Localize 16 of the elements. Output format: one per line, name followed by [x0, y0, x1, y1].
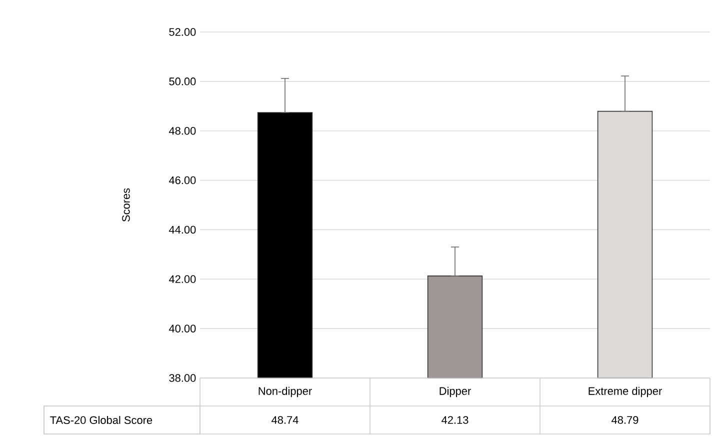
data-label: 42.13	[442, 416, 468, 424]
y-axis-title: Scores	[122, 188, 130, 222]
y-tick-label: 48.00	[168, 126, 196, 135]
x-tick-label: Dipper	[440, 386, 471, 398]
x-tick-label: Extreme dipper	[588, 386, 662, 398]
x-tick-label: Non-dipper	[258, 386, 312, 398]
text: TAS-20 Global Score	[50, 416, 152, 424]
y-tick-label: 52.00	[169, 28, 196, 36]
y-tick-label: 42.00	[168, 275, 196, 284]
data-label: 48.79	[612, 416, 638, 424]
y-tick-label: 46.00	[168, 176, 196, 184]
y-tick-label: 44.00	[168, 226, 196, 234]
y-tick-label: 50.00	[169, 78, 196, 86]
data-label: 48.74	[272, 416, 298, 424]
y-tick-label: 38.00	[169, 374, 196, 382]
y-tick-label: 40.00	[168, 324, 196, 332]
